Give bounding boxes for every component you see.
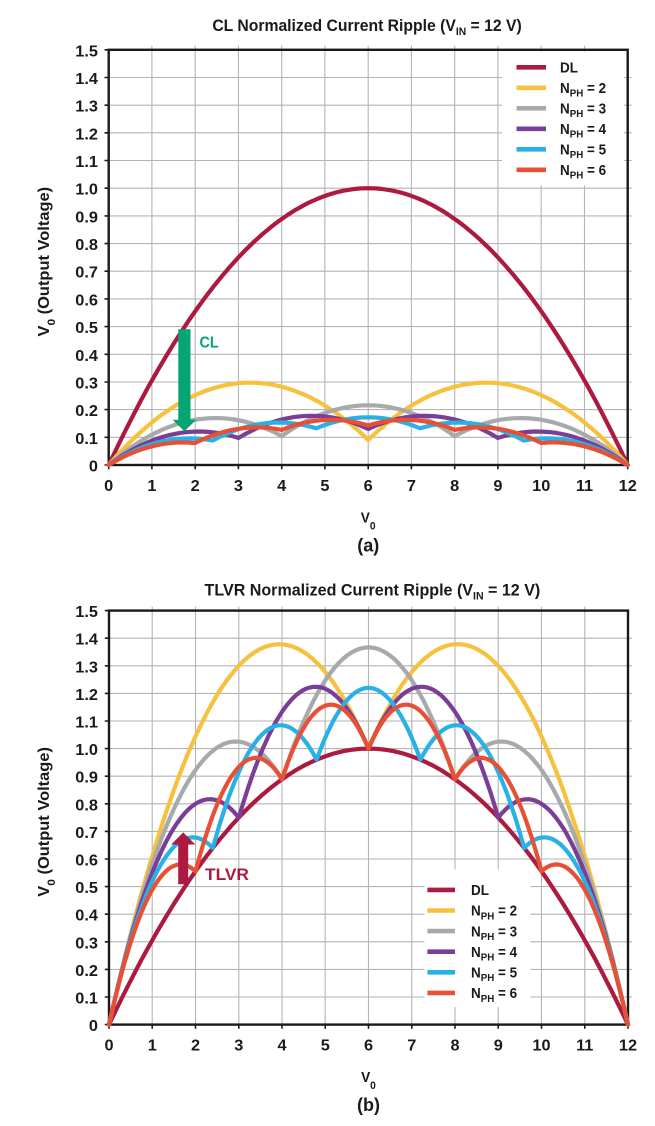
svg-text:3: 3 [234,477,243,495]
svg-text:1.5: 1.5 [75,42,98,60]
svg-text:0.9: 0.9 [75,769,98,787]
svg-text:1.0: 1.0 [75,741,98,759]
svg-text:0.5: 0.5 [75,319,98,337]
svg-text:0.1: 0.1 [75,430,98,448]
svg-text:7: 7 [407,477,416,495]
svg-text:DL: DL [560,59,578,76]
svg-text:1.2: 1.2 [75,686,98,704]
svg-text:0.7: 0.7 [75,264,98,282]
svg-text:0.8: 0.8 [75,796,98,814]
svg-text:0.3: 0.3 [75,375,98,393]
svg-text:10: 10 [532,477,550,495]
svg-text:5: 5 [320,477,329,495]
svg-text:0: 0 [89,458,98,476]
svg-text:TLVR: TLVR [205,865,249,884]
svg-text:12: 12 [619,1037,637,1055]
svg-text:1.0: 1.0 [75,181,98,199]
svg-text:2: 2 [191,477,200,495]
svg-text:1.3: 1.3 [75,98,98,116]
svg-text:0.6: 0.6 [75,852,98,870]
svg-text:1: 1 [148,1037,157,1055]
svg-text:0.8: 0.8 [75,236,98,254]
svg-text:3: 3 [234,1037,243,1055]
svg-text:DL: DL [471,882,489,899]
svg-text:7: 7 [407,1037,416,1055]
svg-text:1: 1 [147,477,156,495]
svg-text:CL: CL [200,334,219,352]
svg-text:11: 11 [576,1037,593,1055]
svg-text:8: 8 [450,1037,459,1055]
svg-text:(b): (b) [357,1095,380,1115]
svg-text:0.1: 0.1 [75,990,98,1008]
svg-text:1.2: 1.2 [75,125,98,143]
svg-text:11: 11 [576,477,593,495]
svg-text:(a): (a) [357,535,379,555]
svg-text:0.2: 0.2 [75,402,98,420]
svg-text:6: 6 [364,477,373,495]
svg-text:0.3: 0.3 [75,934,98,952]
svg-text:0.7: 0.7 [75,824,98,842]
svg-text:1.1: 1.1 [75,153,98,171]
svg-text:1.1: 1.1 [75,714,98,732]
svg-text:4: 4 [277,1037,286,1055]
svg-text:V0 (Output Voltage): V0 (Output Voltage) [36,747,58,897]
svg-text:12: 12 [619,477,637,495]
svg-text:1.5: 1.5 [75,603,98,621]
svg-text:0.5: 0.5 [75,879,98,897]
svg-text:9: 9 [493,477,502,495]
svg-text:0.6: 0.6 [75,292,98,310]
svg-text:1.4: 1.4 [75,631,98,649]
svg-text:0.4: 0.4 [75,347,98,365]
svg-text:NPH = 2: NPH = 2 [471,902,517,922]
svg-text:6: 6 [364,1037,373,1055]
svg-text:1.3: 1.3 [75,658,98,676]
svg-text:0: 0 [104,1037,113,1055]
svg-text:NPH = 3: NPH = 3 [471,923,517,943]
svg-text:0: 0 [104,477,113,495]
svg-text:TLVR Normalized Current Ripple: TLVR Normalized Current Ripple (VIN = 12… [205,581,541,602]
svg-text:5: 5 [321,1037,330,1055]
svg-text:0.4: 0.4 [75,907,98,925]
svg-text:1.4: 1.4 [75,70,98,88]
svg-text:8: 8 [450,477,459,495]
svg-text:V0 (Output Voltage): V0 (Output Voltage) [36,187,58,337]
svg-text:CL Normalized Current Ripple (: CL Normalized Current Ripple (VIN = 12 V… [212,17,521,38]
svg-text:2: 2 [191,1037,200,1055]
svg-text:10: 10 [532,1037,550,1055]
svg-text:4: 4 [277,477,286,495]
svg-text:9: 9 [494,1037,503,1055]
svg-text:0: 0 [89,1017,98,1035]
svg-text:0.2: 0.2 [75,962,98,980]
svg-text:0.9: 0.9 [75,209,98,227]
